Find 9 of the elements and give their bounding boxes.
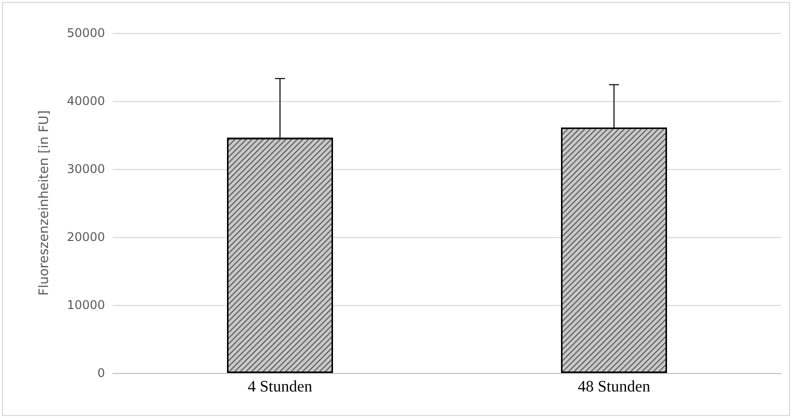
y-tick-label: 30000	[66, 162, 105, 176]
y-tick-label: 20000	[66, 230, 105, 244]
y-tick-label: 50000	[66, 26, 105, 40]
x-tick-label: 48 Stunden	[578, 378, 650, 396]
y-tick-label: 10000	[66, 298, 105, 312]
y-axis-title: Fluoreszenzeinheiten [in FU]	[37, 110, 52, 296]
x-tick-label: 4 Stunden	[248, 378, 312, 396]
y-tick-label: 0	[97, 366, 105, 380]
y-tick-label: 40000	[66, 94, 105, 108]
